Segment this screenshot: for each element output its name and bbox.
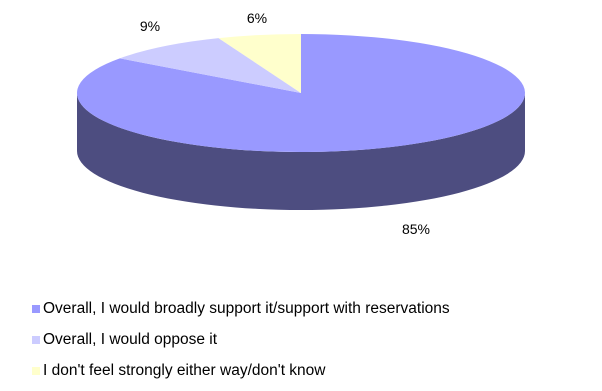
pie-slice-side-0 xyxy=(77,93,525,210)
legend-label-2: I don't feel strongly either way/don't k… xyxy=(43,362,326,379)
legend-swatch-1 xyxy=(32,336,40,344)
legend-item-1: Overall, I would oppose it xyxy=(32,329,450,351)
pie-slice-0 xyxy=(76,34,525,152)
pie-sides xyxy=(77,93,525,210)
slice-label-0: 85% xyxy=(402,221,430,237)
legend-label-0: Overall, I would broadly support it/supp… xyxy=(43,300,450,317)
pie-labels: 85% 9% 6% xyxy=(140,10,430,237)
legend-item-0: Overall, I would broadly support it/supp… xyxy=(32,298,450,320)
slice-label-1: 9% xyxy=(140,18,160,34)
legend: Overall, I would broadly support it/supp… xyxy=(32,298,450,391)
pie-chart: 85% 9% 6% xyxy=(76,10,525,237)
legend-item-2: I don't feel strongly either way/don't k… xyxy=(32,360,450,382)
legend-swatch-0 xyxy=(32,305,40,313)
legend-swatch-2 xyxy=(32,367,40,375)
pie-slice-1 xyxy=(119,38,302,93)
slice-label-2: 6% xyxy=(247,10,267,26)
pie-tops xyxy=(76,34,525,152)
pie-slice-2 xyxy=(218,34,301,93)
legend-label-1: Overall, I would oppose it xyxy=(43,331,218,348)
